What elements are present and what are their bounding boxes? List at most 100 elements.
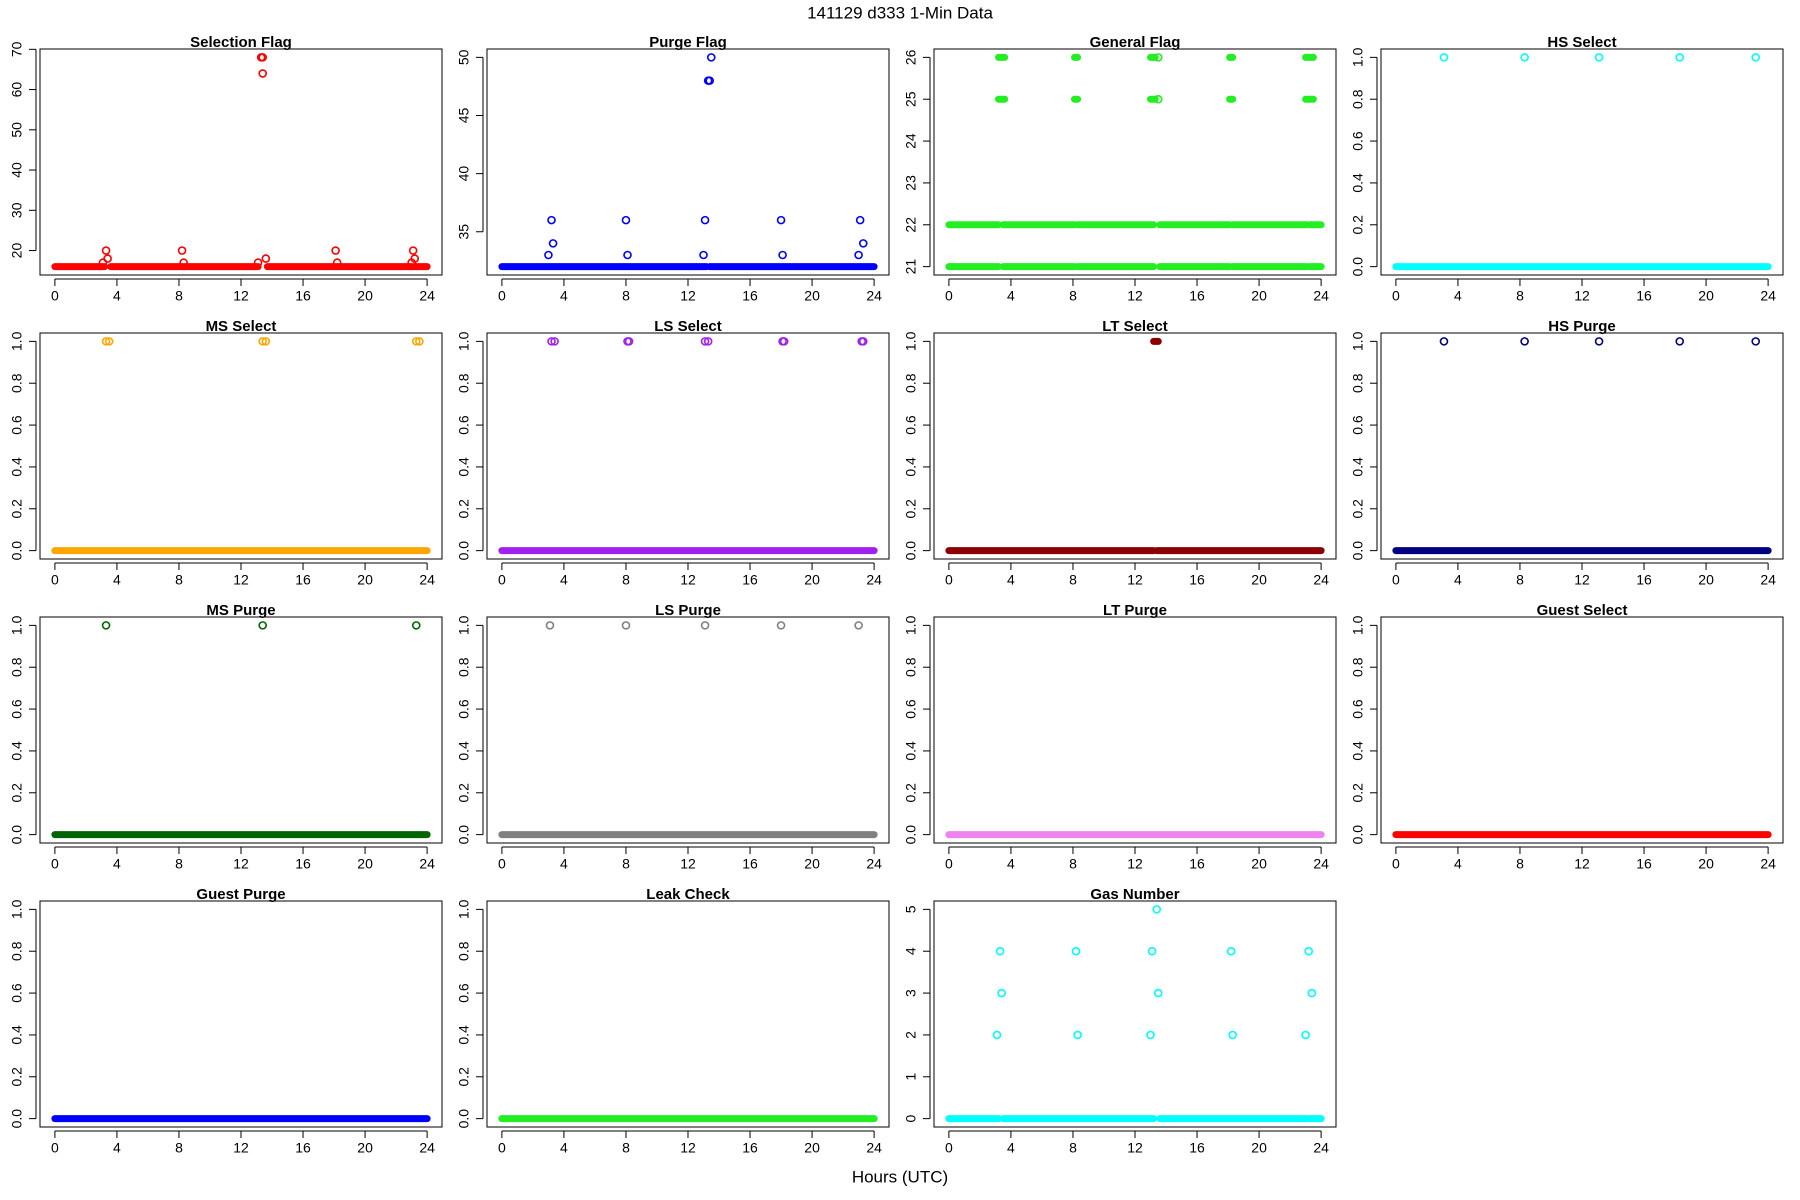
- x-tick-label: 16: [742, 1140, 758, 1156]
- x-tick-label: 12: [680, 288, 696, 304]
- panel-title: LT Purge: [1103, 602, 1167, 619]
- y-tick-label: 0.6: [9, 699, 25, 719]
- point: [1152, 905, 1162, 914]
- x-tick-label: 0: [498, 1140, 506, 1156]
- point: [1153, 94, 1163, 104]
- point: [545, 621, 555, 630]
- point: [547, 215, 556, 225]
- x-tick-label: 0: [51, 856, 59, 872]
- panel-title: Guest Select: [1537, 602, 1628, 619]
- point: [331, 246, 340, 255]
- y-tick-label: 35: [456, 224, 472, 240]
- panel-title: LT Select: [1102, 318, 1168, 335]
- y-tick-label: 1.0: [9, 615, 25, 635]
- y-tick-label: 26: [903, 49, 919, 65]
- x-tick-label: 12: [1127, 856, 1143, 872]
- y-tick-label: 0.8: [1350, 657, 1366, 677]
- plot-frame: [933, 48, 1337, 276]
- y-tick-label: 0.2: [456, 1067, 472, 1087]
- y-tick-label: 0.2: [9, 499, 25, 519]
- x-tick-label: 16: [1636, 856, 1652, 872]
- plot-frame: [486, 900, 890, 1128]
- y-tick-label: 0.0: [9, 825, 25, 845]
- point: [624, 337, 634, 346]
- x-tick-label: 24: [1760, 288, 1776, 304]
- y-tick-label: 0.2: [9, 783, 25, 803]
- y-tick-label: 3: [903, 989, 919, 997]
- y-tick-label: 0.6: [1350, 699, 1366, 719]
- y-tick-label: 0.8: [9, 373, 25, 393]
- y-tick-label: 1.0: [903, 615, 919, 635]
- point: [1439, 53, 1449, 62]
- y-tick-label: 22: [903, 217, 919, 233]
- point: [408, 246, 418, 255]
- point: [776, 621, 786, 630]
- point: [1520, 53, 1529, 62]
- y-tick-label: 50: [9, 122, 25, 138]
- y-tick-label: 0.4: [1350, 457, 1366, 477]
- figure-title: 141129 d333 1-Min Data: [807, 3, 993, 22]
- point: [332, 258, 342, 267]
- x-tick-label: 4: [113, 856, 121, 872]
- y-tick-label: 21: [903, 259, 919, 275]
- point: [261, 254, 271, 263]
- panel-title: HS Select: [1547, 34, 1616, 51]
- x-tick-label: 16: [295, 856, 311, 872]
- x-tick-label: 24: [1760, 572, 1776, 588]
- y-tick-label: 0.8: [9, 657, 25, 677]
- y-tick-label: 0.4: [9, 1025, 25, 1045]
- x-tick-label: 24: [866, 288, 882, 304]
- x-tick-label: 20: [1251, 288, 1267, 304]
- point: [1594, 53, 1604, 62]
- y-tick-label: 30: [9, 202, 25, 218]
- point: [703, 337, 713, 346]
- x-tick-label: 12: [680, 572, 696, 588]
- point: [858, 337, 868, 346]
- panel-title: Leak Check: [646, 886, 730, 903]
- x-tick-label: 4: [560, 572, 568, 588]
- x-tick-label: 4: [1007, 572, 1015, 588]
- x-tick-label: 8: [1069, 856, 1077, 872]
- x-tick-label: 24: [419, 856, 435, 872]
- y-tick-label: 50: [456, 49, 472, 65]
- y-tick-label: 20: [9, 243, 25, 259]
- point: [258, 337, 268, 346]
- point: [1301, 1030, 1310, 1040]
- x-tick-label: 4: [113, 1140, 121, 1156]
- panel-title: Selection Flag: [190, 34, 292, 51]
- x-tick-label: 20: [804, 288, 820, 304]
- x-tick-label: 16: [1189, 288, 1205, 304]
- x-tick-label: 4: [1454, 856, 1462, 872]
- y-tick-label: 0.8: [9, 941, 25, 961]
- x-tick-label: 24: [419, 1140, 435, 1156]
- plot-frame: [1380, 48, 1784, 276]
- y-tick-label: 0.2: [903, 499, 919, 519]
- point: [415, 337, 424, 346]
- x-tick-label: 8: [1069, 572, 1077, 588]
- x-tick-label: 0: [945, 288, 953, 304]
- x-tick-label: 4: [1454, 572, 1462, 588]
- x-tick-label: 8: [175, 288, 183, 304]
- point: [1228, 1030, 1238, 1040]
- point: [258, 69, 268, 78]
- x-tick-label: 8: [622, 572, 630, 588]
- y-tick-label: 1.0: [456, 899, 472, 919]
- plot-frame: [486, 48, 890, 276]
- x-tick-label: 12: [1127, 288, 1143, 304]
- y-tick-label: 0.4: [456, 457, 472, 477]
- y-tick-label: 0: [903, 1115, 919, 1123]
- x-tick-label: 20: [1251, 856, 1267, 872]
- y-tick-label: 1.0: [903, 331, 919, 351]
- y-tick-label: 1.0: [456, 331, 472, 351]
- plot-frame: [486, 616, 890, 844]
- x-tick-label: 12: [680, 856, 696, 872]
- point: [547, 337, 556, 346]
- point: [258, 53, 268, 62]
- y-tick-label: 5: [903, 905, 919, 913]
- x-tick-label: 20: [1698, 288, 1714, 304]
- y-tick-label: 0.2: [1350, 215, 1366, 235]
- panel-title: LS Select: [654, 318, 722, 335]
- point: [1675, 53, 1685, 62]
- plot-frame: [933, 332, 1337, 560]
- x-tick-label: 12: [1127, 1140, 1143, 1156]
